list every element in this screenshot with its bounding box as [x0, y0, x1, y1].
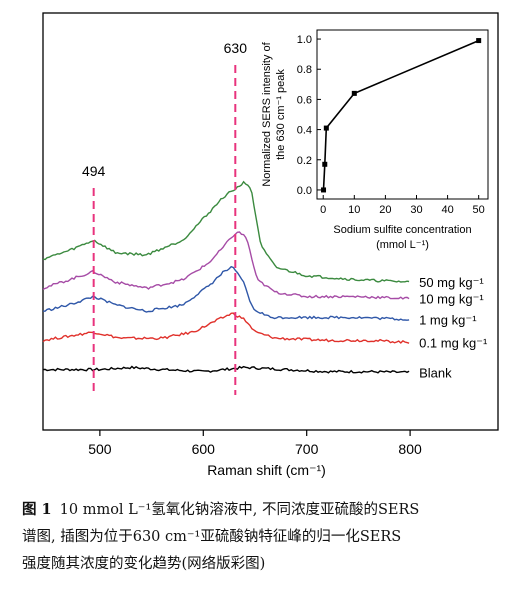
inset-x-title-line-2: (mmol L⁻¹) — [376, 239, 429, 251]
inset-point-3 — [351, 90, 357, 96]
caption-line-1-text: 10 mmol L⁻¹氢氧化钠溶液中, 不同浓度亚硫酸的SERS — [59, 502, 420, 518]
inset-point-1 — [322, 161, 328, 167]
series-line-0 — [42, 365, 410, 374]
figure-caption: 图 1 10 mmol L⁻¹氢氧化钠溶液中, 不同浓度亚硫酸的SERS 谱图, … — [22, 496, 512, 578]
x-tick-label-800: 800 — [398, 441, 422, 457]
caption-line-3: 强度随其浓度的变化趋势(网络版彩图) — [22, 556, 266, 572]
inset-x-tick-label-10: 10 — [348, 204, 360, 216]
inset-x-title-line-1: Sodium sulfite concentration — [333, 224, 471, 236]
inset-y-title-line-1: Normalized SERS intensity of — [261, 41, 273, 186]
inset-y-tick-label-1: 1.0 — [297, 34, 312, 46]
series-line-2 — [42, 265, 410, 321]
figure-label: 图 1 — [22, 501, 52, 518]
peak-markers: 494 630 — [82, 40, 247, 395]
series-label-3: 10 mg kg⁻¹ — [419, 292, 484, 307]
inset-y-tick-label-0: 0.0 — [297, 185, 312, 197]
inset-point-0 — [321, 187, 327, 193]
inset-y-tick-label-0.6: 0.6 — [297, 94, 312, 106]
series-label-4: 50 mg kg⁻¹ — [419, 275, 484, 290]
peak-label-630: 630 — [224, 40, 248, 56]
series-line-4 — [42, 180, 410, 283]
series-label-2: 1 mg kg⁻¹ — [419, 312, 477, 327]
x-tick-label-600: 600 — [192, 441, 216, 457]
inset-y-tick-label-0.4: 0.4 — [297, 125, 312, 137]
series-labels: Blank 0.1 mg kg⁻¹ 1 mg kg⁻¹ 10 mg kg⁻¹ 50 mg… — [419, 275, 488, 380]
inset-x-tick-label-0: 0 — [320, 204, 326, 216]
peak-label-494: 494 — [82, 163, 106, 179]
series-line-1 — [42, 312, 410, 344]
caption-line-2: 谱图, 插图为位于630 cm⁻¹亚硫酸钠特征峰的归一化SERS — [22, 529, 402, 545]
inset-x-tick-label-40: 40 — [441, 204, 453, 216]
main-series-lines — [42, 180, 410, 374]
series-line-3 — [42, 231, 410, 300]
main-plot-frame — [42, 12, 499, 431]
inset-point-4 — [476, 38, 482, 44]
inset-x-tick-label-50: 50 — [473, 204, 485, 216]
x-axis-title: Raman shift (cm⁻¹) — [207, 462, 326, 478]
caption-line-1: 图 1 10 mmol L⁻¹氢氧化钠溶液中, 不同浓度亚硫酸的SERS — [22, 496, 512, 524]
series-label-0: Blank — [419, 365, 452, 380]
main-plot-border — [42, 12, 499, 431]
inset-point-2 — [323, 125, 329, 131]
inset-y-tick-label-0.8: 0.8 — [297, 64, 312, 76]
inset-x-tick-label-20: 20 — [379, 204, 391, 216]
main-x-ticks: 500 600 700 800 Raman shift (cm⁻¹) — [88, 430, 422, 478]
x-tick-label-700: 700 — [295, 441, 319, 457]
x-tick-label-500: 500 — [88, 441, 112, 457]
inset-x-tick-label-30: 30 — [410, 204, 422, 216]
inset-border — [316, 29, 489, 200]
inset-y-title-line-2: the 630 cm⁻¹ peak — [275, 69, 287, 160]
series-label-1: 0.1 mg kg⁻¹ — [419, 335, 488, 350]
inset-y-tick-label-0.2: 0.2 — [297, 155, 312, 167]
